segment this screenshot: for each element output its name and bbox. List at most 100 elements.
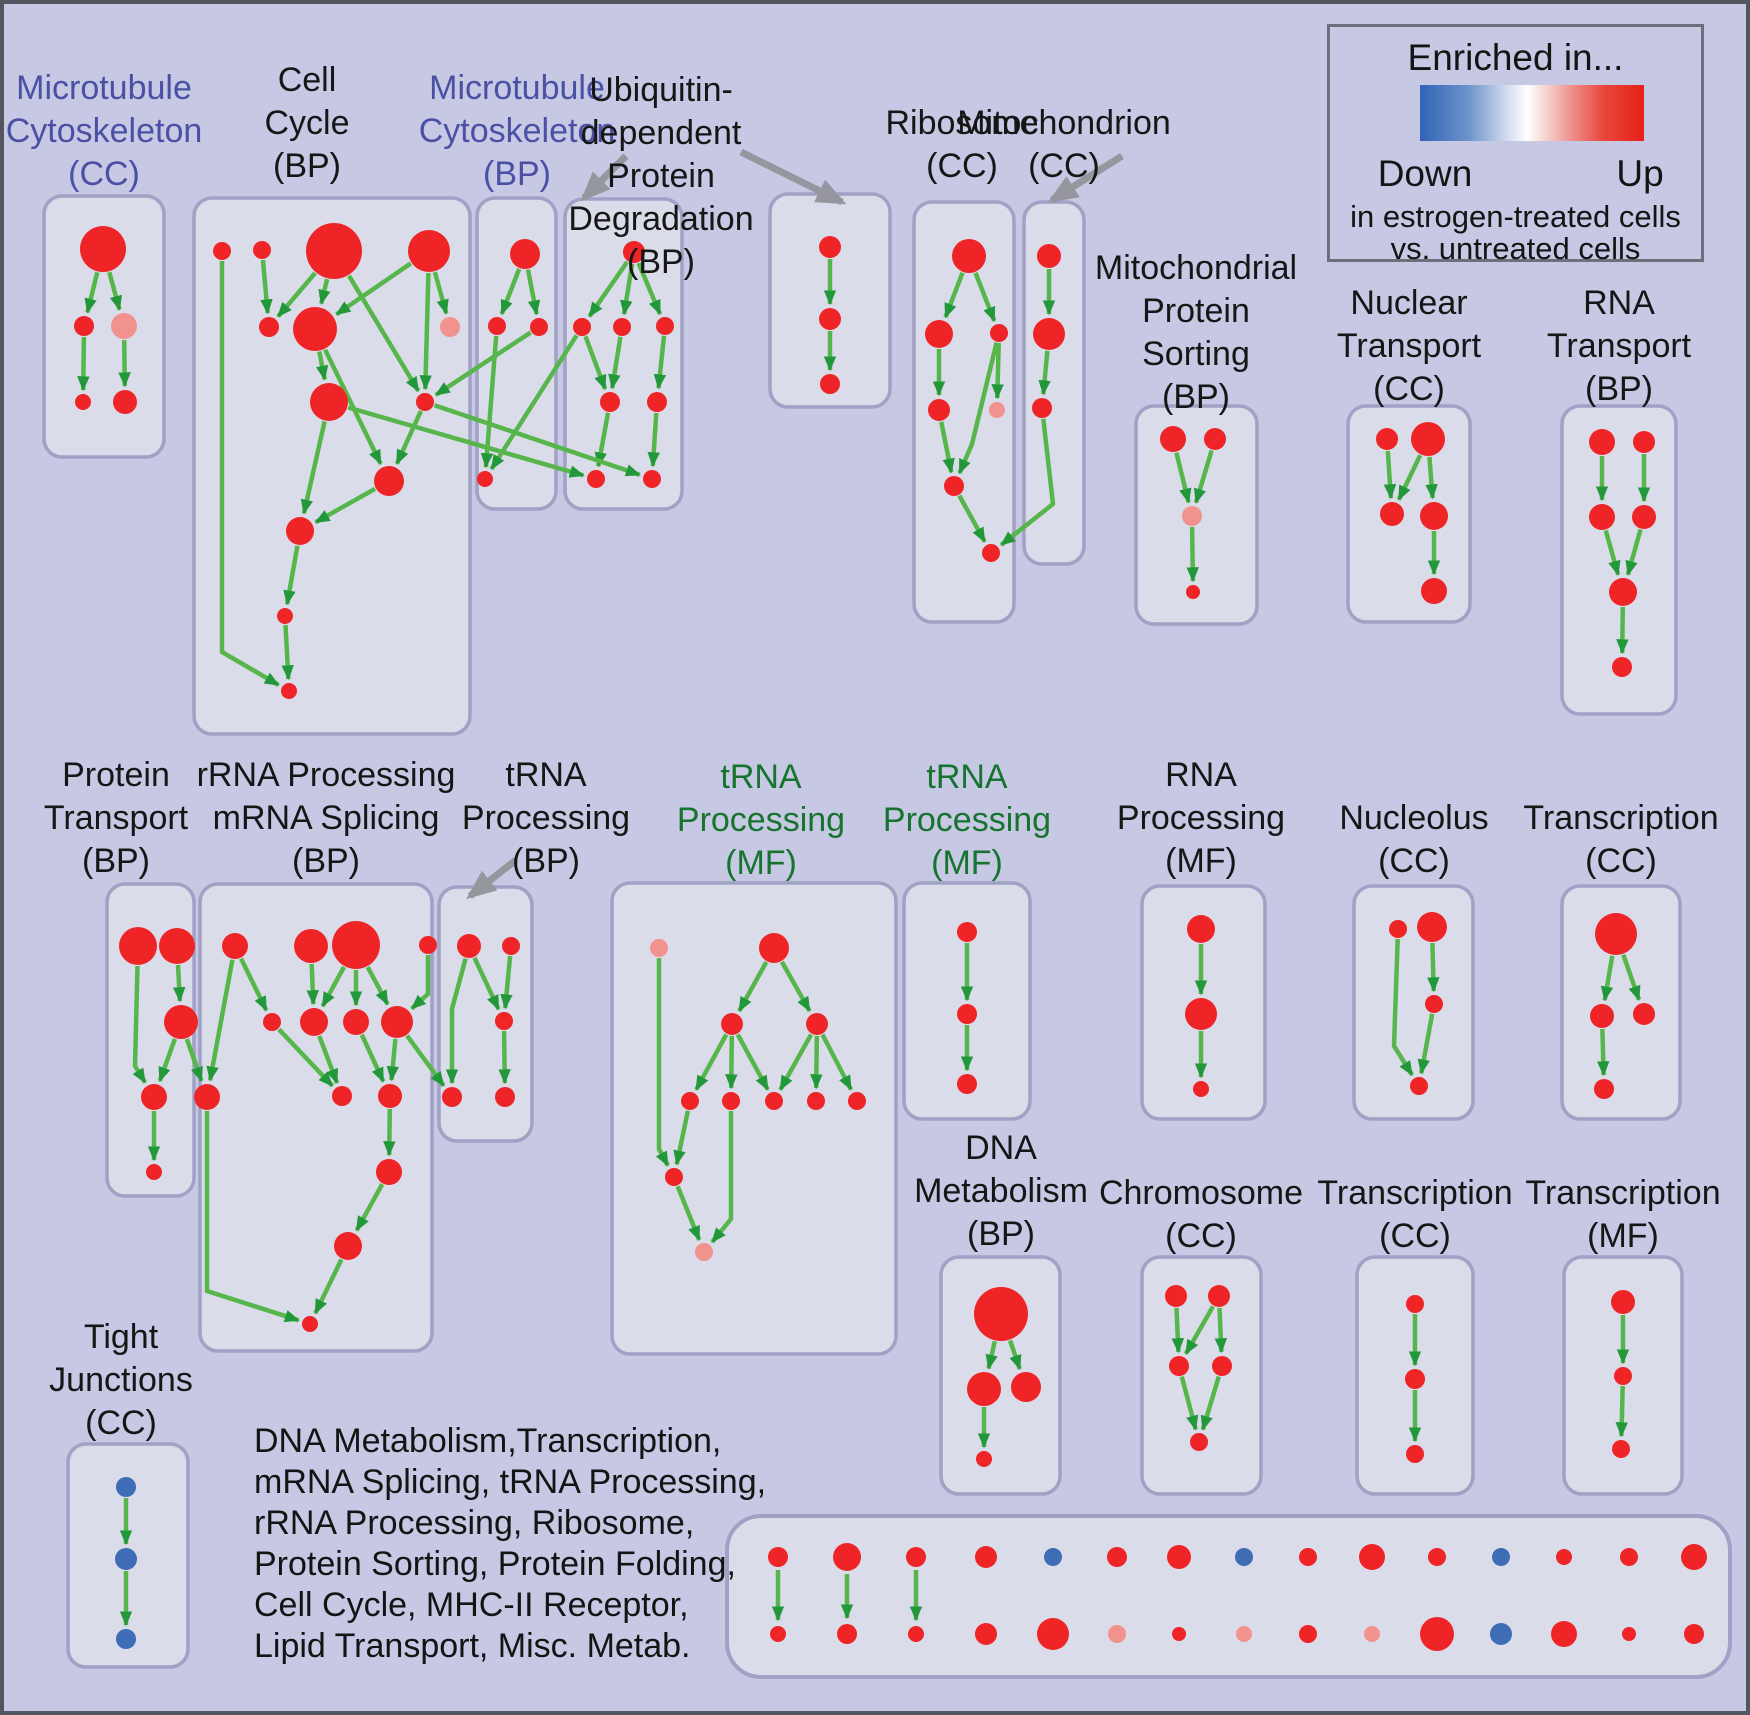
group-label-trna-bp: tRNA Processing (BP) [461,756,631,880]
node-u1 [623,241,645,263]
edge-rr1-rr5 [239,957,269,1012]
node-e2 [1405,1369,1425,1389]
node-rr6 [300,1008,328,1036]
node-p2 [1204,428,1226,450]
note-line: rRNA Processing, Ribosome, [254,1504,695,1542]
strip-dot-bottom-3 [908,1626,924,1642]
node-rr12 [334,1232,362,1260]
edge-cc9-cc10 [394,410,423,465]
node-rr5 [263,1013,281,1031]
cross-edge-t3-r7 [999,418,1056,547]
node-x2 [1614,1367,1632,1385]
node-c5 [1190,1433,1208,1451]
node-n3 [1380,502,1404,526]
group-box-mt-bp [475,196,558,511]
node-f6 [722,1092,740,1110]
node-u4 [656,317,674,335]
node-cc2 [253,241,271,259]
cross-edge-b3-cc9 [434,330,532,397]
edge-tb3-tb5 [498,1030,511,1085]
edge-tb1-tb3 [472,956,501,1011]
edge-d1-d2 [985,1340,998,1370]
edge-cc4-cc7 [432,271,449,315]
strip-dot-top-12 [1492,1548,1510,1566]
summary-strip-box [725,1514,1732,1679]
strip-dot-bottom-10 [1364,1626,1380,1642]
node-d2 [967,1372,1001,1406]
node-n2 [1411,422,1445,456]
node-s4 [1594,1079,1614,1099]
group-label-tight-junctions: Tight Junctions (CC) [49,1318,193,1442]
edge-b1-b2 [499,268,522,316]
node-q5 [1609,578,1637,606]
node-tb4 [442,1087,462,1107]
node-n5 [1421,578,1447,604]
legend-box: Enriched in... Down Up in estrogen-treat… [1327,24,1704,266]
group-label-ribosome: Ribosome (CC) [885,104,1039,185]
node-u6 [647,392,667,412]
edge-cc10-cc11 [314,486,377,525]
edge-c2-c3 [1183,1305,1215,1355]
cross-edge-cc8-u7 [347,405,585,478]
node-b1 [510,239,540,269]
edge-cc8-cc11 [300,421,327,515]
strip-dot-top-9 [1299,1548,1317,1566]
node-cc3 [306,223,362,279]
node-r1 [952,239,986,273]
node-rr13 [302,1316,318,1332]
pointer-arrow-2 [739,148,847,206]
node-tb2 [502,937,520,955]
edge-c1-c3 [1171,1307,1185,1354]
edge-cc3-cc5 [276,271,317,318]
group-label-trna-mf-2: tRNA Processing (MF) [882,758,1052,882]
node-q1 [1589,429,1615,455]
edge-r6-r7 [957,494,987,543]
edge-k2-k3 [1427,942,1440,993]
note-line: DNA Metabolism,Transcription, [254,1422,722,1460]
node-f1 [650,939,668,957]
node-k1 [1389,920,1407,938]
node-c2 [1208,1285,1230,1307]
edge-r3-r5 [991,342,1004,400]
edge-k3-k4 [1417,1013,1435,1075]
edge-f10-f11 [675,1185,702,1242]
node-x3 [1612,1440,1630,1458]
node-r4 [928,399,950,421]
strip-dot-bottom-4 [975,1623,997,1645]
edge-d1-d3 [1007,1339,1022,1371]
node-d4 [976,1451,992,1467]
group-box-mt-cc [42,194,166,459]
edge-f4-f9 [820,1033,853,1091]
edge-r1-r2 [943,271,965,319]
node-cc9 [416,393,434,411]
group-label-mito-protein-sorting: Mitochondrial Protein Sorting (BP) [1094,249,1298,416]
node-p1 [1160,426,1186,452]
node-b4 [477,471,493,487]
node-f5 [681,1092,699,1110]
node-rr2 [294,929,328,963]
edge-c2-c4 [1214,1307,1228,1354]
edge-f4-f7 [778,1033,814,1091]
edge-pt2-pt3 [172,964,186,1003]
edge-pt3-pt4 [157,1038,178,1083]
pointer-arrow-3 [1047,153,1124,203]
pointer-arrow-4 [466,857,519,900]
edge-rr10-rr11 [383,1108,396,1157]
edge-cc11-cc12 [283,545,300,606]
cross-edge-pt3-rr0 [184,1038,204,1083]
edge-u2-u5 [583,335,608,391]
node-v2 [819,308,841,330]
note-line: Protein Sorting, Protein Folding, [254,1545,736,1583]
note-line: Lipid Transport, Misc. Metab. [254,1627,691,1665]
group-label-nuclear-transport: Nuclear Transport (CC) [1336,284,1482,408]
node-pt2 [159,928,195,964]
legend-up-label: Up [1616,153,1664,194]
node-cc8 [310,383,348,421]
node-s1 [1595,913,1637,955]
edge-u6-u8 [647,412,660,468]
node-r2 [925,320,953,348]
node-rr4 [419,936,437,954]
node-rr3 [332,921,380,969]
strip-dot-top-14 [1620,1548,1638,1566]
node-rr8 [381,1006,413,1038]
